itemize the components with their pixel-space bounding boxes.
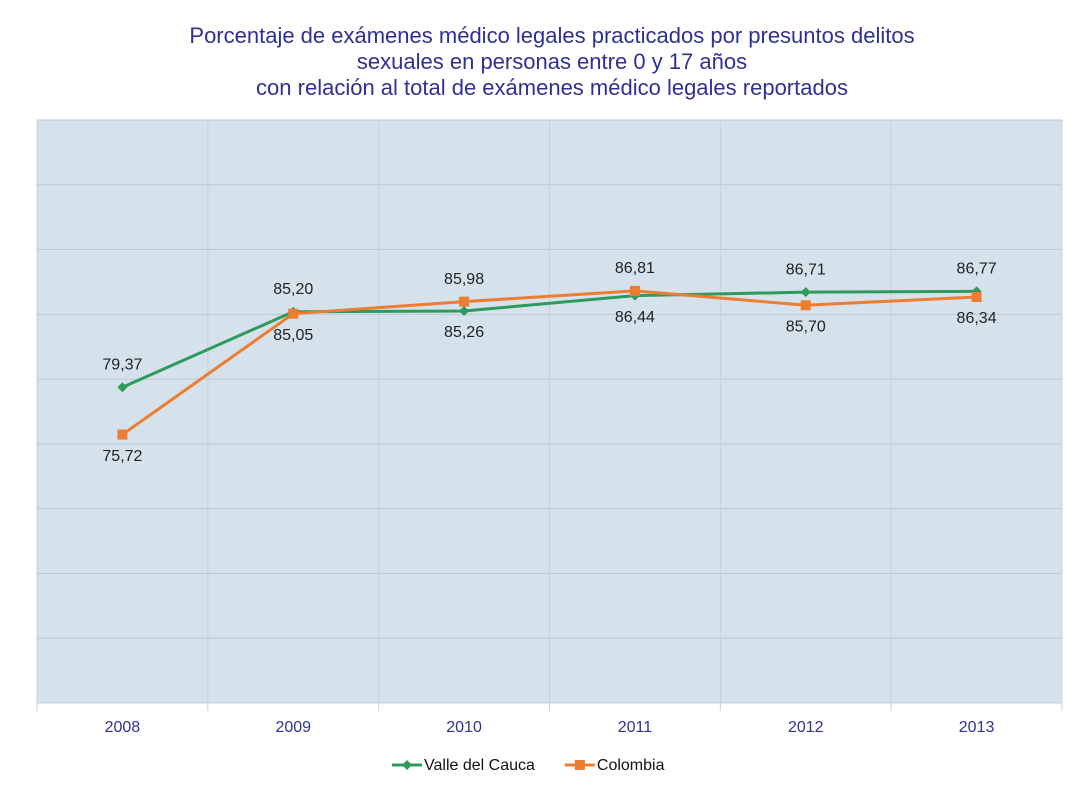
data-label: 86,81 (615, 260, 655, 277)
x-tick-label: 2012 (788, 719, 824, 736)
data-label: 85,20 (273, 281, 313, 298)
chart-title: Porcentaje de exámenes médico legales pr… (189, 23, 914, 48)
point (117, 429, 128, 440)
point (800, 300, 811, 311)
point (459, 296, 470, 307)
chart-title: sexuales en personas entre 0 y 17 años (357, 49, 747, 74)
point (402, 760, 412, 770)
data-label: 86,71 (786, 261, 826, 278)
x-tick-label: 2011 (618, 719, 653, 736)
point (629, 285, 640, 296)
data-label: 86,44 (615, 309, 655, 326)
x-tick-label: 2010 (446, 719, 482, 736)
data-label: 85,70 (786, 318, 826, 335)
data-label: 85,05 (273, 327, 313, 344)
point (288, 308, 299, 319)
data-label: 86,77 (957, 261, 997, 278)
point (800, 287, 811, 298)
chart-title: con relación al total de exámenes médico… (256, 75, 848, 100)
x-tick-label: 2009 (275, 719, 311, 736)
data-label: 75,72 (102, 448, 142, 465)
series-line (121, 289, 977, 436)
legend-label: Colombia (597, 757, 665, 774)
series-line (121, 289, 977, 389)
legend-label: Valle del Cauca (424, 757, 535, 774)
data-label: 85,26 (444, 324, 484, 341)
point (574, 760, 585, 770)
data-label: 79,37 (102, 356, 142, 373)
point (459, 305, 470, 316)
x-tick-label: 2008 (105, 719, 141, 736)
data-label: 85,98 (444, 271, 484, 288)
data-label: 86,34 (957, 310, 997, 327)
point (971, 291, 982, 302)
point (117, 382, 128, 393)
x-tick-label: 2013 (959, 719, 995, 736)
